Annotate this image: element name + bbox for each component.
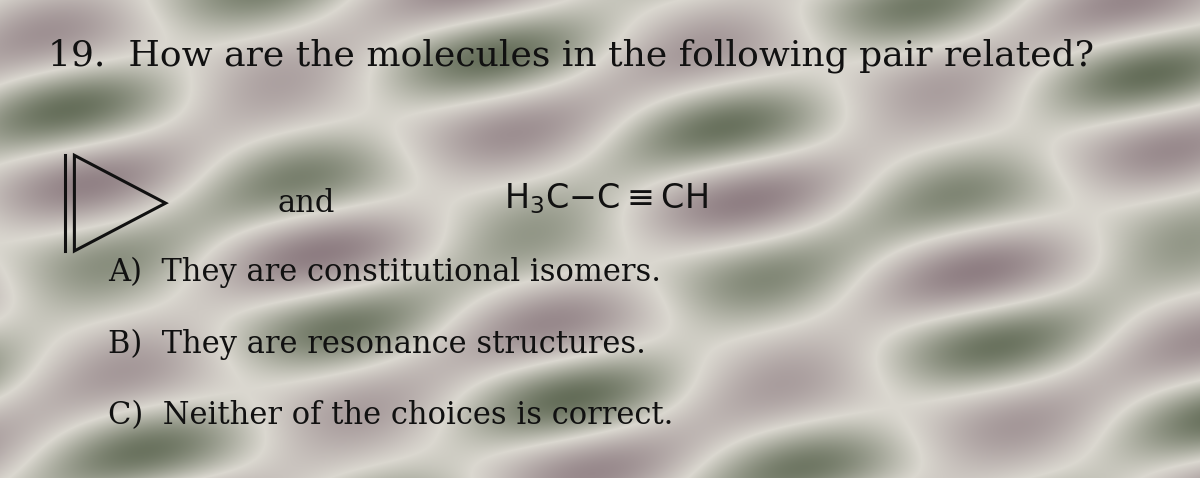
Text: 19.  How are the molecules in the following pair related?: 19. How are the molecules in the followi… xyxy=(48,38,1094,73)
Text: and: and xyxy=(277,188,335,218)
Text: C)  Neither of the choices is correct.: C) Neither of the choices is correct. xyxy=(108,401,673,431)
Text: A)  They are constitutional isomers.: A) They are constitutional isomers. xyxy=(108,257,661,288)
Text: B)  They are resonance structures.: B) They are resonance structures. xyxy=(108,328,646,360)
Text: $\rm H_3C{-}C{\equiv}CH$: $\rm H_3C{-}C{\equiv}CH$ xyxy=(504,181,708,216)
